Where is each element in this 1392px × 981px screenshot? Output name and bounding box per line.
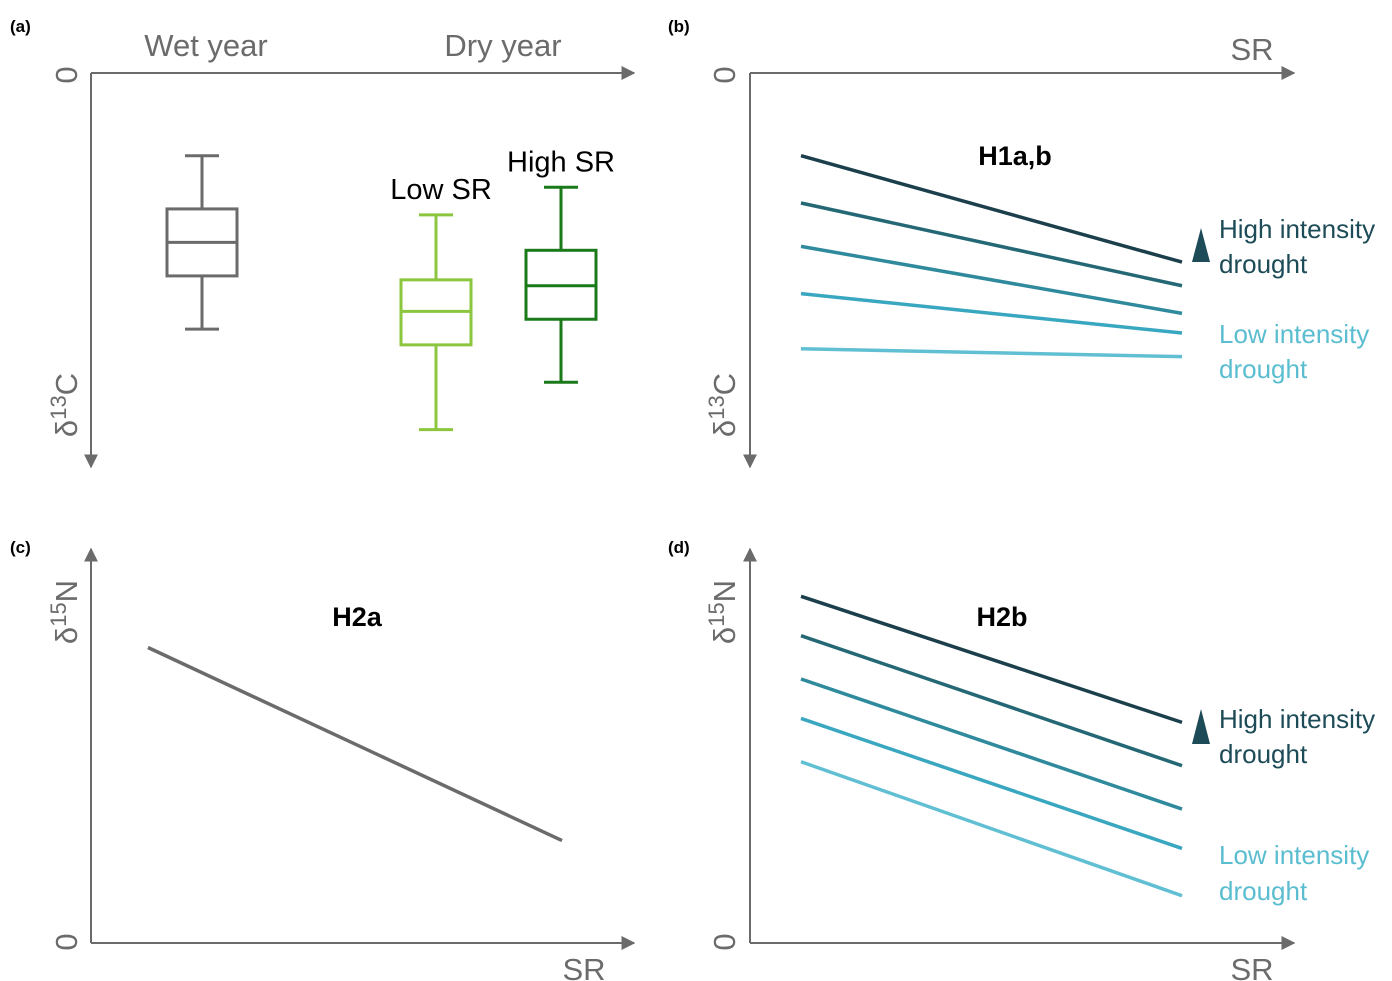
legend-low-line1: Low intensity xyxy=(1219,840,1369,870)
trend-lines xyxy=(147,645,563,843)
y-axis-label: δ13C xyxy=(46,373,84,437)
trend-line-4 xyxy=(800,347,1183,359)
panel-a: (a) Wet year Dry year 0 δ13C Low SR High … xyxy=(10,17,636,469)
intensity-arrow-head xyxy=(1192,709,1210,744)
panel-c: (c) SR 0 δ15N H2a xyxy=(10,538,636,981)
panel-c-label: (c) xyxy=(10,538,31,557)
panel-a-label: (a) xyxy=(10,17,31,36)
category-wet-year: Wet year xyxy=(144,28,267,63)
x-axis-label: SR xyxy=(562,952,605,981)
boxplot-1: Low SR xyxy=(390,174,492,432)
trend-line-2 xyxy=(800,677,1183,811)
box-label: Low SR xyxy=(390,174,492,206)
hypothesis-label: H2b xyxy=(976,602,1027,632)
boxplot-2: High SR xyxy=(507,146,615,384)
trend-line-3 xyxy=(800,716,1183,851)
legend-high-line1: High intensity xyxy=(1219,214,1375,244)
hypothesis-label: H1a,b xyxy=(978,141,1052,171)
x-axis-label: SR xyxy=(1230,952,1273,981)
trend-line-2 xyxy=(800,244,1183,316)
trend-line-1 xyxy=(800,634,1183,768)
intensity-arrow-head xyxy=(1192,228,1210,262)
x-axis-label: SR xyxy=(1230,32,1273,67)
trend-line-1 xyxy=(800,201,1183,288)
trend-line-0 xyxy=(800,594,1183,725)
trend-line-3 xyxy=(800,291,1183,335)
y-axis-label: δ13C xyxy=(704,373,742,437)
y-axis-label: δ15N xyxy=(704,580,742,644)
boxplots: Low SR High SR xyxy=(165,146,615,432)
y-zero-label: 0 xyxy=(707,66,742,83)
trend-line-0 xyxy=(800,154,1183,264)
y-zero-label: 0 xyxy=(49,933,84,950)
boxplot-0 xyxy=(165,154,239,331)
panel-d: (d) SR 0 δ15N H2b High intensity drought… xyxy=(668,538,1375,981)
legend-low-line2: drought xyxy=(1219,354,1308,384)
panel-b: (b) SR 0 δ13C H1a,b High intensity droug… xyxy=(668,17,1375,469)
y-axis-label: δ15N xyxy=(46,580,84,644)
y-zero-label: 0 xyxy=(49,66,84,83)
trend-lines xyxy=(800,594,1183,898)
y-zero-label: 0 xyxy=(707,933,742,950)
trend-lines xyxy=(800,154,1183,359)
trend-line-4 xyxy=(800,760,1183,898)
legend-high-line2: drought xyxy=(1219,739,1308,769)
legend-low-line1: Low intensity xyxy=(1219,319,1369,349)
legend-high-line2: drought xyxy=(1219,249,1308,279)
category-dry-year: Dry year xyxy=(444,28,561,63)
panel-b-label: (b) xyxy=(668,17,690,36)
box-label: High SR xyxy=(507,146,615,178)
legend-high-line1: High intensity xyxy=(1219,704,1375,734)
trend-line-0 xyxy=(147,645,563,843)
legend-low-line2: drought xyxy=(1219,876,1308,906)
hypothesis-label: H2a xyxy=(332,602,383,632)
panel-d-label: (d) xyxy=(668,538,690,557)
